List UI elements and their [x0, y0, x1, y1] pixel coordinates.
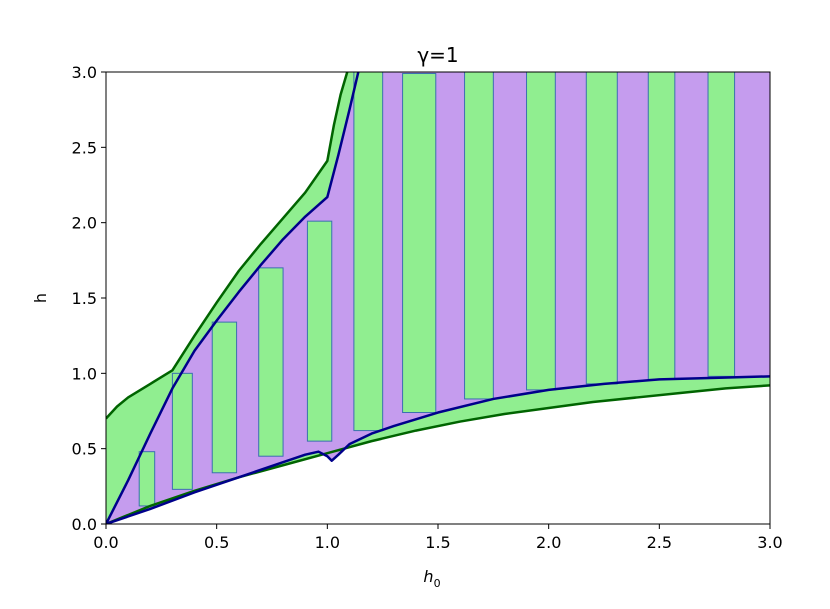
- bar-5: [306, 220, 333, 442]
- y-tick-label: 1.5: [72, 289, 97, 308]
- x-tick-label: 0.0: [93, 533, 118, 552]
- x-axis-label-subscript: 0: [434, 577, 441, 590]
- bar-4: [258, 267, 284, 457]
- bar-11: [647, 72, 676, 380]
- y-tick-label: 0.0: [72, 515, 97, 534]
- x-axis-label: h0: [423, 567, 440, 590]
- bar-1: [138, 451, 156, 507]
- bar-3: [211, 321, 238, 474]
- bar-6: [353, 72, 384, 432]
- y-axis-label: h: [31, 293, 50, 303]
- y-tick-label: 1.0: [72, 364, 97, 383]
- plot-area: [105, 71, 771, 525]
- chart-title: γ=1: [417, 43, 458, 67]
- navy-lower-line: [106, 375, 770, 524]
- x-tick-label: 0.5: [204, 533, 229, 552]
- bar-12: [707, 72, 736, 377]
- bar-10: [585, 72, 618, 385]
- y-tick-label: 2.0: [72, 214, 97, 233]
- x-tick-label: 1.0: [315, 533, 340, 552]
- x-tick-label: 2.5: [647, 533, 672, 552]
- x-axis: 0.0 0.5 1.0 1.5 2.0 2.5 3.0: [93, 524, 783, 552]
- y-tick-label: 3.0: [72, 63, 97, 82]
- x-axis-label-main: h: [423, 567, 433, 586]
- y-axis: 0.0 0.5 1.0 1.5 2.0 2.5 3.0: [72, 63, 106, 534]
- x-tick-label: 3.0: [757, 533, 782, 552]
- bar-9: [526, 72, 556, 391]
- bar-8: [464, 72, 494, 400]
- green-outer-upper-line: [106, 72, 349, 420]
- y-tick-label: 0.5: [72, 440, 97, 459]
- x-tick-label: 1.5: [425, 533, 450, 552]
- bar-2: [171, 372, 193, 490]
- y-tick-label: 2.5: [72, 138, 97, 157]
- bar-7: [402, 73, 437, 414]
- x-tick-label: 2.0: [536, 533, 561, 552]
- navy-upper-line: [106, 72, 360, 524]
